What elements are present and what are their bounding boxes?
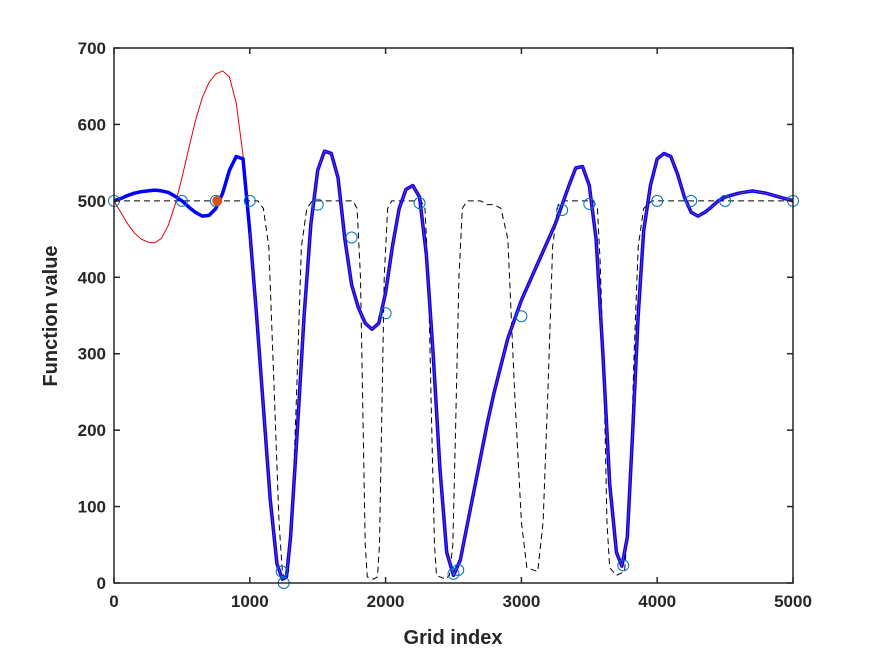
y-tick-label: 600 (78, 115, 106, 134)
circle-marker (452, 564, 465, 577)
circle-marker (515, 310, 528, 323)
series-line-dashed (114, 200, 793, 581)
circle-marker (413, 197, 426, 210)
y-tick-label: 200 (78, 421, 106, 440)
circle-marker (379, 307, 392, 320)
y-tick-label: 300 (78, 345, 106, 364)
series-line-thick-blue (114, 154, 252, 234)
y-tick-label: 700 (78, 39, 106, 58)
circle-marker (345, 231, 358, 244)
x-tick-label: 5000 (774, 592, 812, 611)
circle-marker (556, 204, 569, 217)
circle-marker (275, 565, 288, 578)
y-tick-label: 100 (78, 498, 106, 517)
plot-area (108, 70, 799, 589)
y-tick-label: 0 (97, 574, 106, 593)
circle-marker (175, 194, 188, 207)
x-tick-label: 0 (109, 592, 118, 611)
x-axis-title: Grid index (404, 627, 503, 649)
circle-marker (719, 194, 732, 207)
circle-marker (685, 194, 698, 207)
y-tick-label: 400 (78, 268, 106, 287)
circle-marker (243, 194, 256, 207)
series-line-overlay (249, 150, 793, 580)
filled-marker (212, 195, 223, 206)
axes-box (113, 47, 794, 584)
axes: 0 1000 2000 3000 4000 5000 0 100 200 300 400 500 600… (78, 39, 812, 611)
circle-marker (583, 197, 596, 210)
series-group (114, 70, 793, 581)
circle-marker (311, 198, 324, 211)
x-tick-label: 1000 (231, 592, 269, 611)
x-tick-label: 2000 (367, 592, 405, 611)
x-tick-label: 4000 (638, 592, 676, 611)
y-tick-label: 500 (78, 192, 106, 211)
series-line-thin-red (114, 70, 251, 244)
y-axis-title: Function value (40, 245, 62, 386)
x-tick-label: 3000 (502, 592, 540, 611)
circle-marker (651, 194, 664, 207)
circle-marker (617, 559, 630, 572)
